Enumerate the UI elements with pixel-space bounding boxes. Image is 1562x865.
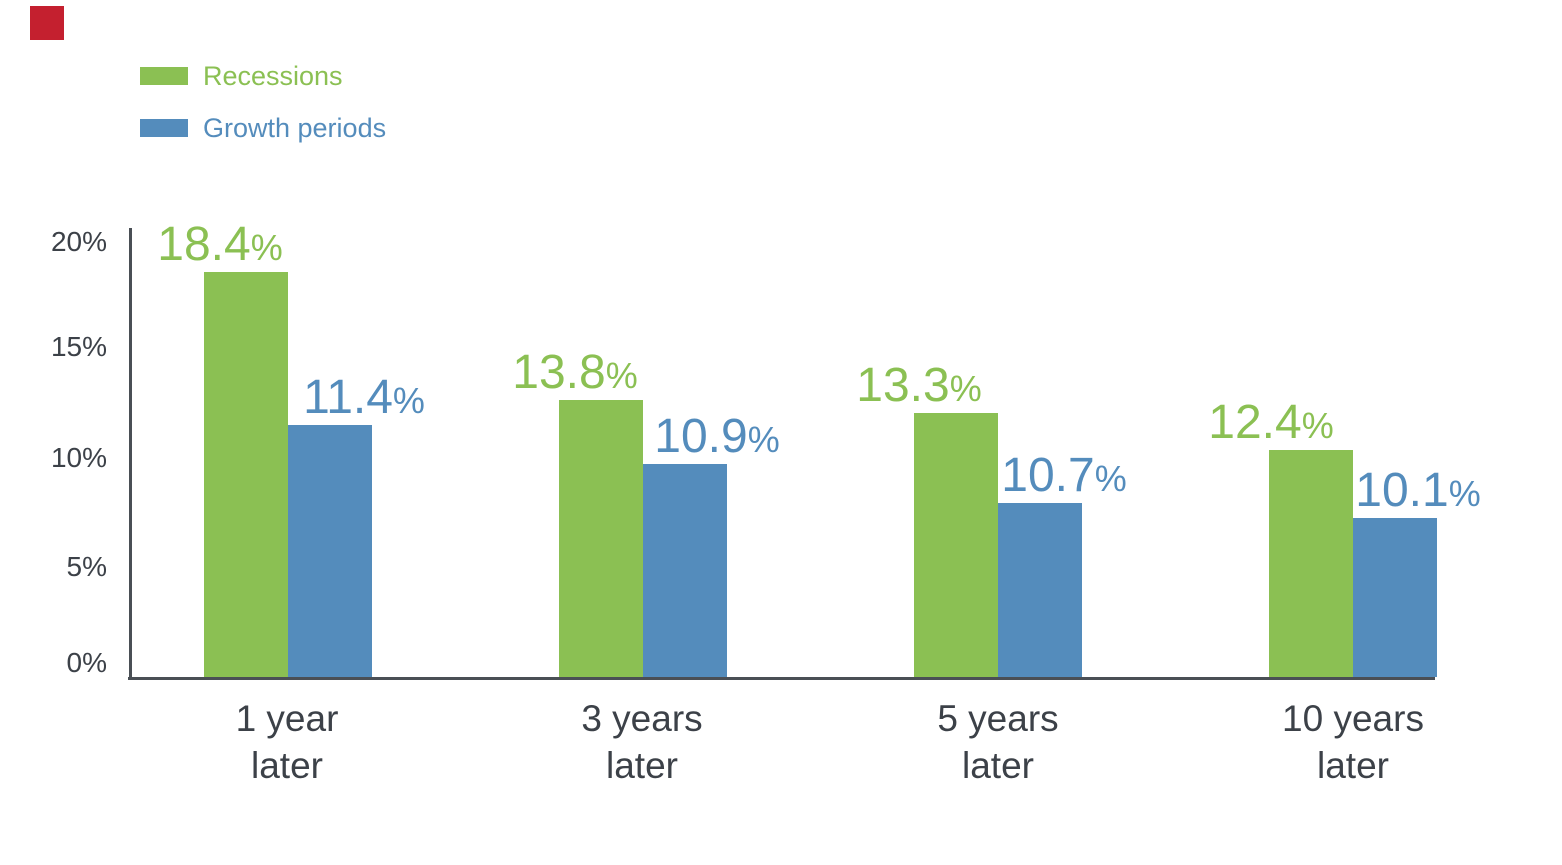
legend-item-recessions: Recessions: [140, 60, 386, 91]
recessions-swatch-icon: [140, 67, 188, 85]
value-label-number: 10.9: [654, 410, 748, 463]
value-label-number: 13.3: [856, 359, 950, 412]
x-axis-line: [128, 677, 1435, 680]
bar: [914, 413, 998, 677]
value-label-number: 13.8: [512, 346, 606, 399]
chart-legend: Recessions Growth periods: [140, 60, 387, 166]
value-label-percent-sign: %: [605, 355, 638, 396]
x-axis-label-line: 10 years: [1282, 698, 1424, 739]
x-axis-label-line: 3 years: [581, 698, 703, 739]
value-label: 12.4%: [1208, 399, 1333, 447]
x-axis-label-line: later: [1317, 745, 1389, 786]
x-axis-label-line: later: [606, 745, 678, 786]
value-label: 10.7%: [1001, 452, 1126, 500]
value-label: 13.3%: [856, 362, 981, 410]
bar: [1353, 518, 1437, 677]
value-label: 13.8%: [512, 349, 637, 397]
value-label-number: 18.4: [157, 218, 251, 271]
value-label-percent-sign: %: [747, 419, 780, 460]
growth-periods-swatch-icon: [140, 119, 188, 137]
value-label-percent-sign: %: [1094, 458, 1127, 499]
x-axis-label: 10 years later: [1282, 695, 1424, 789]
bar: [559, 400, 643, 677]
y-tick-label: 5%: [66, 551, 107, 582]
value-label: 18.4%: [157, 221, 282, 269]
value-label-percent-sign: %: [392, 380, 425, 421]
value-label-number: 10.7: [1001, 449, 1095, 502]
bar: [643, 464, 727, 677]
x-axis-label: 1 year later: [236, 695, 339, 789]
legend-label-recessions: Recessions: [203, 60, 343, 91]
bar: [204, 272, 288, 677]
legend-label-growth-periods: Growth periods: [203, 112, 387, 143]
value-label-number: 11.4: [303, 371, 393, 424]
value-label-percent-sign: %: [949, 368, 982, 409]
x-axis-label-line: 1 year: [235, 698, 339, 739]
value-label-percent-sign: %: [1301, 405, 1334, 446]
x-axis-label: 5 years later: [937, 695, 1058, 789]
value-label: 10.9%: [654, 413, 779, 461]
x-axis-label: 3 years later: [581, 695, 702, 789]
y-tick-label: 10%: [50, 442, 107, 473]
value-label: 10.1%: [1355, 467, 1480, 515]
y-axis-line: [129, 228, 132, 680]
value-label-number: 12.4: [1208, 396, 1302, 449]
value-label: 11.4%: [303, 374, 425, 422]
x-axis-label-line: 5 years: [937, 698, 1059, 739]
bar: [1269, 450, 1353, 677]
x-axis-label-line: later: [251, 745, 323, 786]
bar: [288, 425, 372, 677]
legend-item-growth-periods: Growth periods: [140, 112, 387, 143]
y-tick-label: 15%: [50, 331, 107, 362]
red-square-logo-mark: [30, 6, 64, 40]
bar: [998, 503, 1082, 677]
value-label-percent-sign: %: [1448, 473, 1481, 514]
y-tick-label: 0%: [66, 647, 107, 678]
x-axis-label-line: later: [962, 745, 1034, 786]
value-label-number: 10.1: [1355, 464, 1449, 517]
y-tick-label: 20%: [50, 226, 107, 257]
value-label-percent-sign: %: [250, 227, 283, 268]
